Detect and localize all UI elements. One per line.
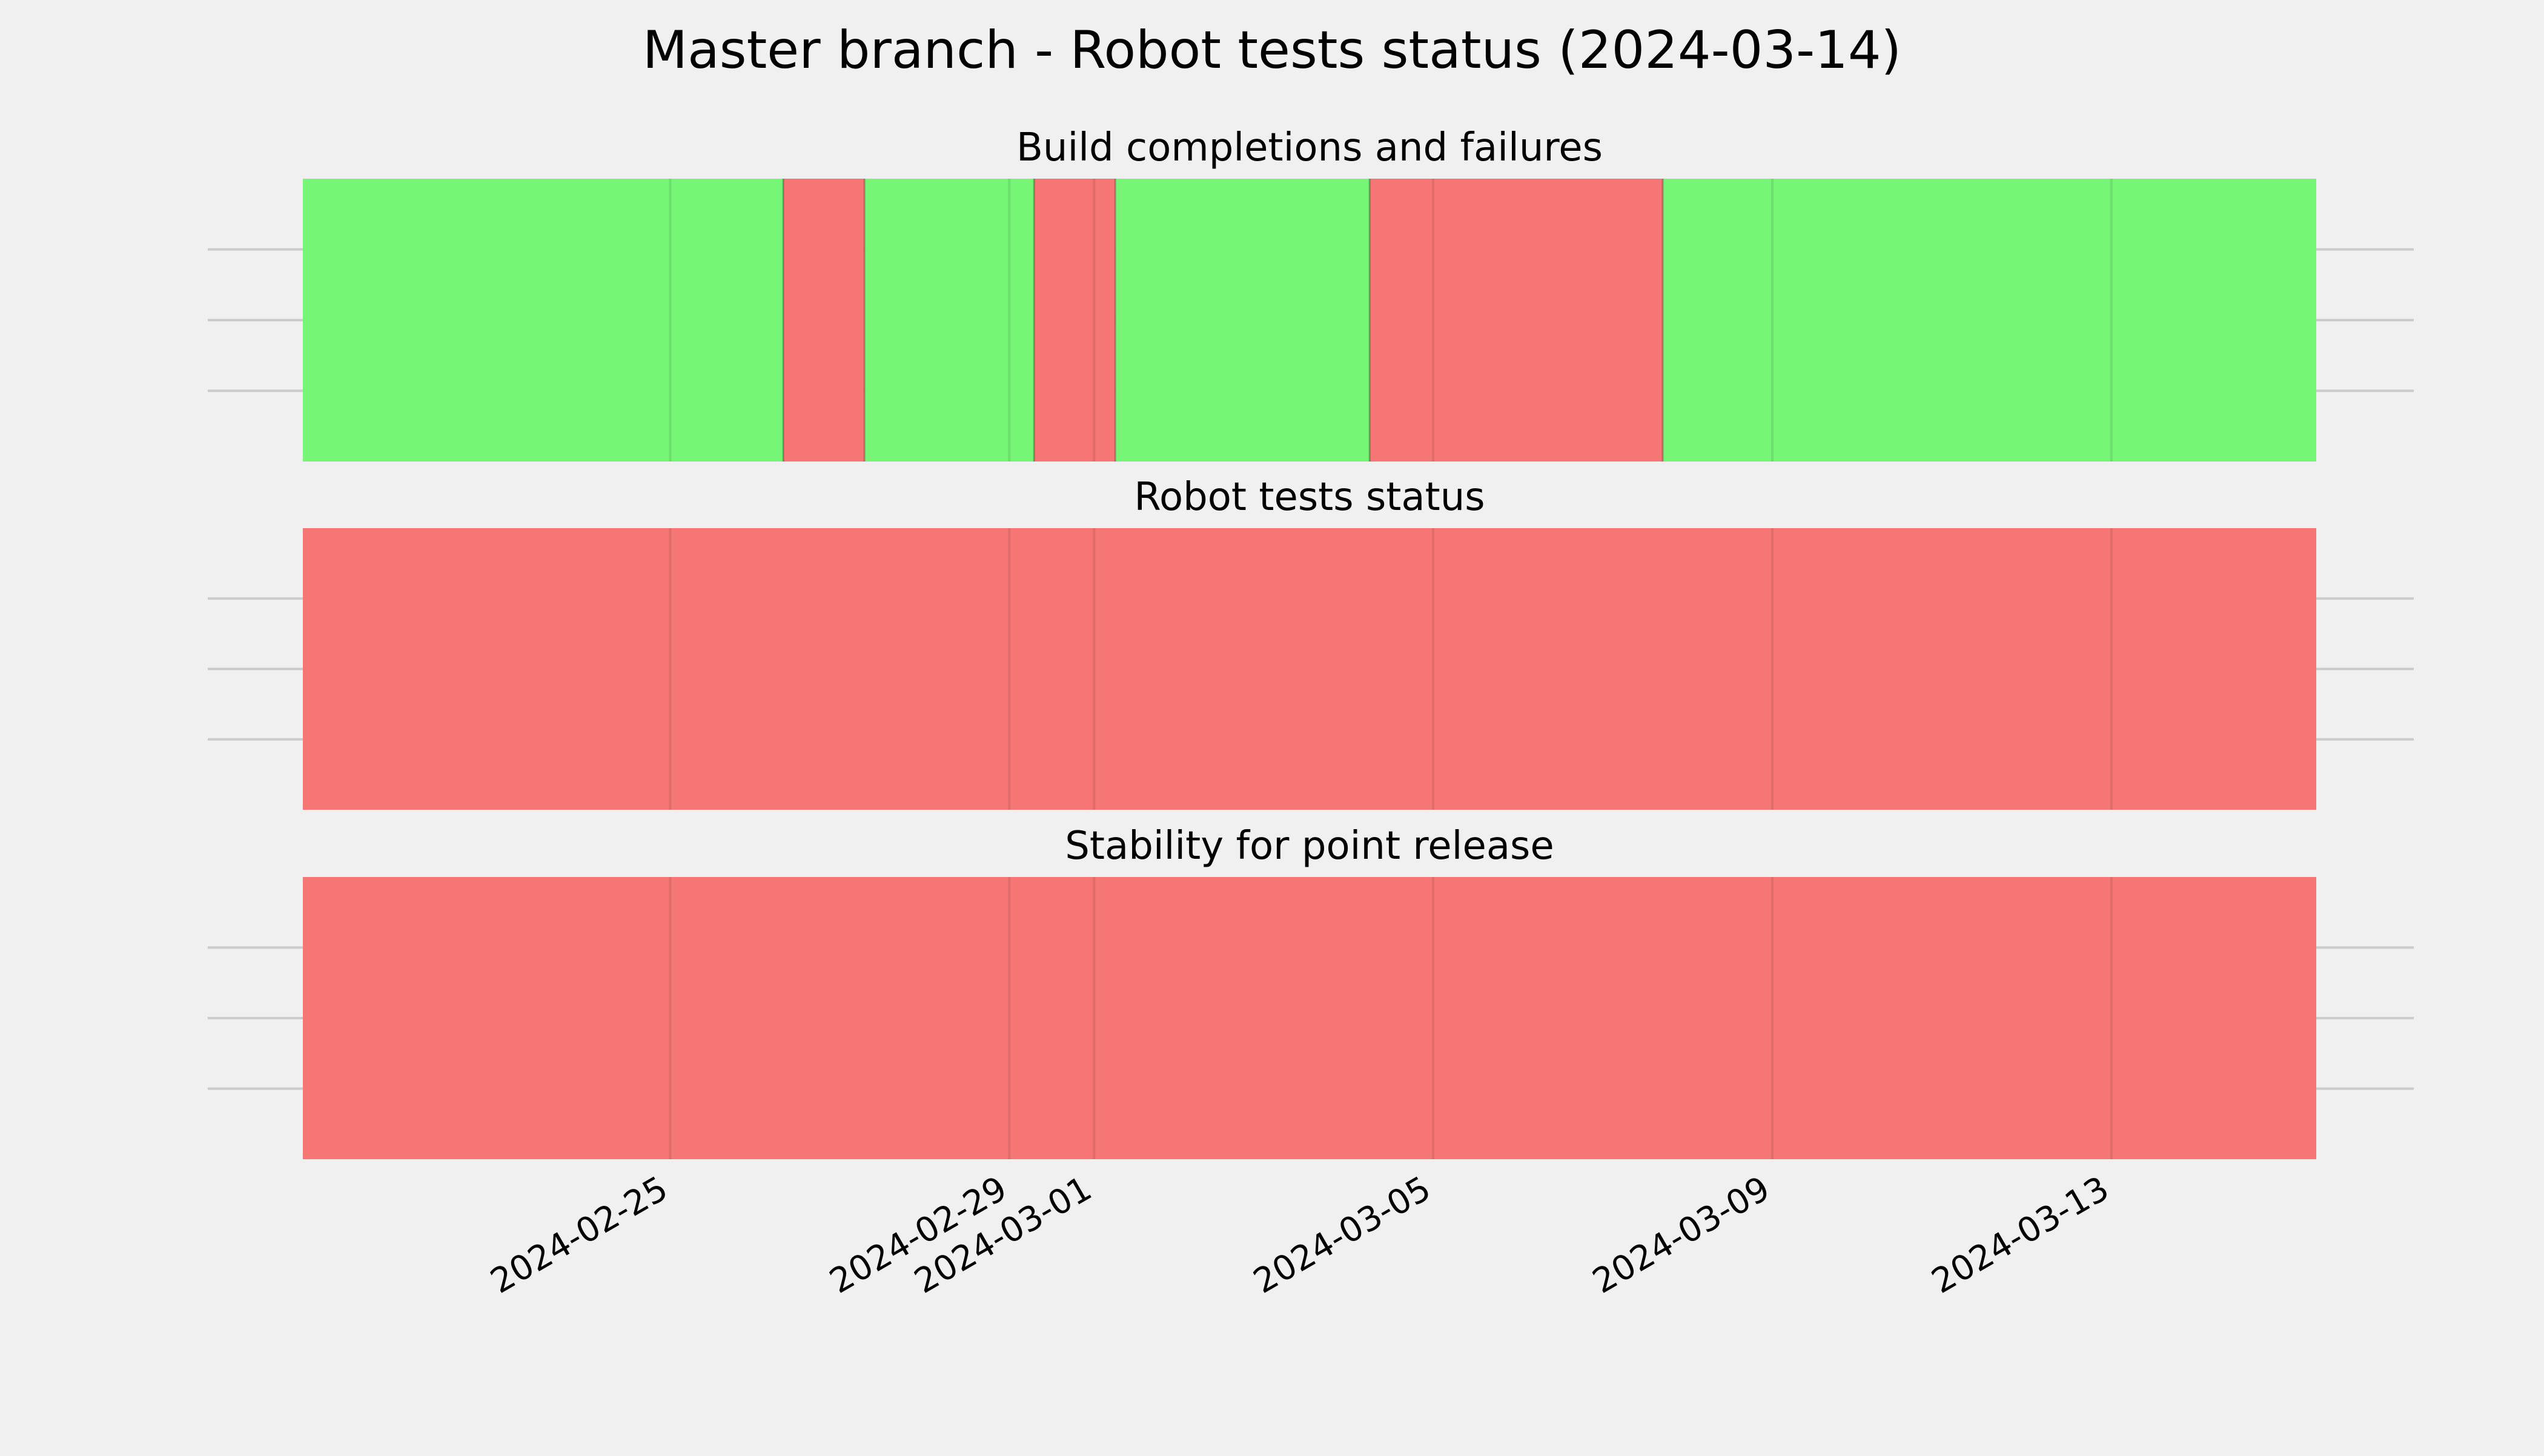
x-tick-label: 2024-03-09 bbox=[1586, 1169, 1777, 1302]
segment-fail bbox=[303, 528, 2316, 810]
segment-fail bbox=[1034, 179, 1116, 462]
panel-3: Stability for point release bbox=[208, 824, 2414, 1159]
x-tick-label: 2024-03-13 bbox=[1925, 1169, 2115, 1302]
x-tick-label: 2024-03-05 bbox=[1247, 1169, 1437, 1302]
chart-panels: Build completions and failures Robot test… bbox=[208, 125, 2414, 1159]
panel-1: Build completions and failures bbox=[208, 125, 2414, 462]
x-tick-label: 2024-02-25 bbox=[484, 1169, 674, 1302]
panel-title: Robot tests status bbox=[1134, 475, 1485, 520]
chart-title: Master branch - Robot tests status (2024… bbox=[643, 20, 1901, 81]
panel-title: Build completions and failures bbox=[1016, 125, 1603, 170]
segment-pass bbox=[303, 179, 784, 462]
segment-pass bbox=[1115, 179, 1370, 462]
segment-pass bbox=[1663, 179, 2316, 462]
segment-pass bbox=[864, 179, 1035, 462]
segment-fail bbox=[303, 877, 2316, 1159]
panel-2: Robot tests status bbox=[208, 475, 2414, 810]
segment-fail bbox=[783, 179, 865, 462]
segment-fail bbox=[1370, 179, 1663, 462]
panel-title: Stability for point release bbox=[1065, 824, 1554, 869]
